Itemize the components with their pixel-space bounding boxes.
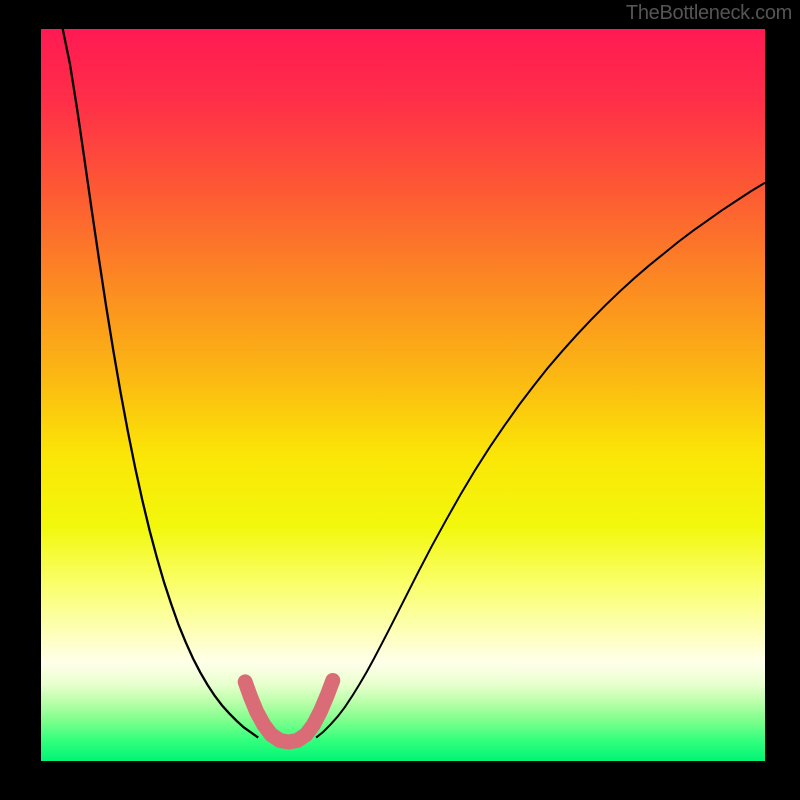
watermark-text: TheBottleneck.com (626, 2, 792, 25)
left-bottleneck-curve (63, 29, 258, 738)
chart-plot-area (41, 29, 765, 761)
right-bottleneck-curve (316, 183, 765, 738)
optimal-zone-band (245, 680, 333, 741)
chart-curves-svg (41, 29, 765, 761)
